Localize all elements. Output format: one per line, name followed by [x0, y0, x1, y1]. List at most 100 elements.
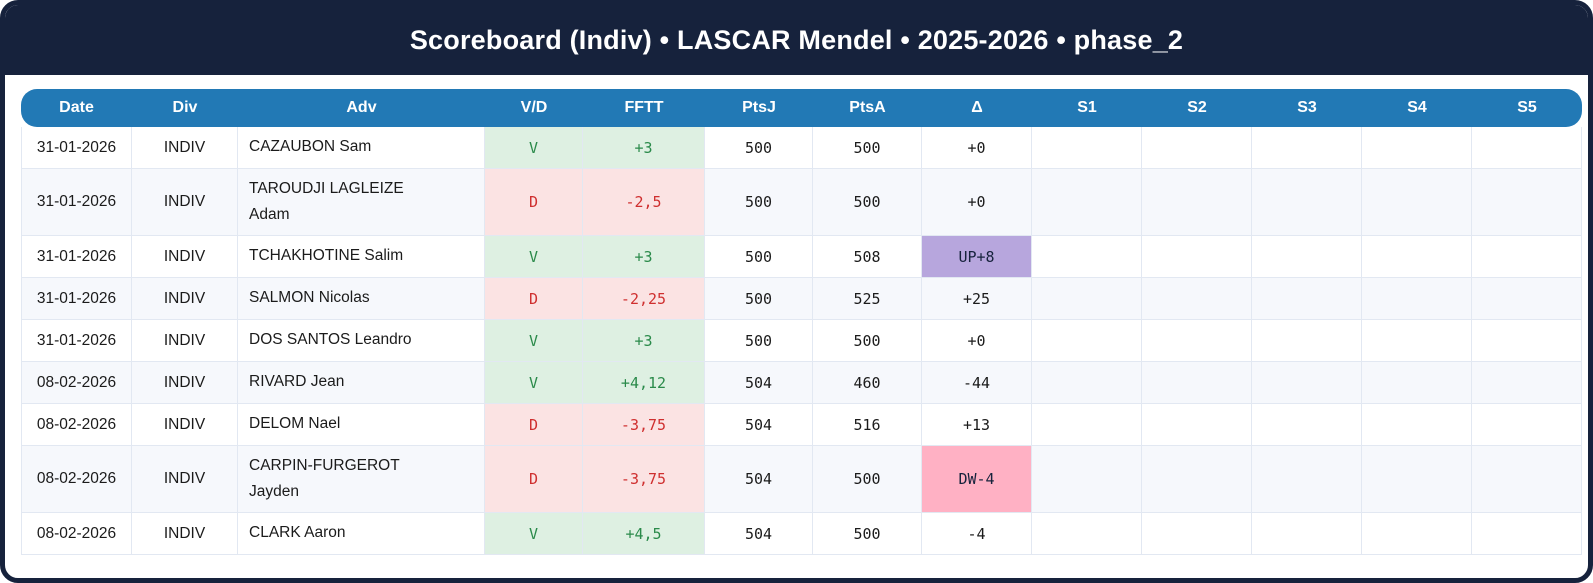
opponent-points-cell: 500: [813, 320, 922, 362]
player-points-cell: 504: [705, 446, 813, 513]
column-header-div: Div: [132, 89, 238, 127]
delta-cell: -44: [922, 362, 1032, 404]
column-header-s4: S4: [1362, 89, 1472, 127]
player-points-cell: 500: [705, 320, 813, 362]
set4-cell: [1362, 513, 1472, 555]
opponent-cell: CLARK Aaron: [238, 513, 485, 555]
fftt-points-cell: -3,75: [583, 404, 705, 446]
opponent-points-cell: 500: [813, 127, 922, 169]
scoreboard-table: Date Div Adv V/D FFTT PtsJ PtsA Δ S1 S2 …: [21, 89, 1582, 555]
player-points-cell: 504: [705, 513, 813, 555]
set2-cell: [1142, 320, 1252, 362]
result-cell: V: [485, 362, 583, 404]
set1-cell: [1032, 446, 1142, 513]
fftt-points-cell: +3: [583, 236, 705, 278]
delta-cell: +0: [922, 320, 1032, 362]
fftt-points-cell: -3,75: [583, 446, 705, 513]
opponent-cell: DELOM Nael: [238, 404, 485, 446]
set5-cell: [1472, 320, 1582, 362]
division-cell: INDIV: [132, 513, 238, 555]
set1-cell: [1032, 169, 1142, 236]
result-cell: V: [485, 127, 583, 169]
delta-cell: -4: [922, 513, 1032, 555]
opponent-cell: DOS SANTOS Leandro: [238, 320, 485, 362]
delta-cell: +0: [922, 169, 1032, 236]
set1-cell: [1032, 236, 1142, 278]
division-cell: INDIV: [132, 127, 238, 169]
set3-cell: [1252, 236, 1362, 278]
column-header-delta: Δ: [922, 89, 1032, 127]
opponent-cell: TCHAKHOTINE Salim: [238, 236, 485, 278]
table-row: 31-01-2026 INDIV DOS SANTOS Leandro V +3…: [21, 320, 1582, 362]
column-header-s3: S3: [1252, 89, 1362, 127]
set5-cell: [1472, 513, 1582, 555]
delta-cell: UP+8: [922, 236, 1032, 278]
set5-cell: [1472, 169, 1582, 236]
opponent-points-cell: 508: [813, 236, 922, 278]
set3-cell: [1252, 278, 1362, 320]
division-cell: INDIV: [132, 169, 238, 236]
scoreboard-table-container: Date Div Adv V/D FFTT PtsJ PtsA Δ S1 S2 …: [21, 89, 1582, 555]
fftt-points-cell: -2,5: [583, 169, 705, 236]
set4-cell: [1362, 404, 1472, 446]
table-row: 08-02-2026 INDIV CLARK Aaron V +4,5 504 …: [21, 513, 1582, 555]
division-cell: INDIV: [132, 362, 238, 404]
opponent-name: SALMON Nicolas: [249, 289, 370, 307]
delta-cell: DW-4: [922, 446, 1032, 513]
opponent-cell: RIVARD Jean: [238, 362, 485, 404]
set3-cell: [1252, 127, 1362, 169]
set1-cell: [1032, 362, 1142, 404]
set5-cell: [1472, 404, 1582, 446]
division-cell: INDIV: [132, 278, 238, 320]
result-cell: V: [485, 320, 583, 362]
column-header-s2: S2: [1142, 89, 1252, 127]
fftt-points-cell: +4,12: [583, 362, 705, 404]
fftt-points-cell: +3: [583, 320, 705, 362]
set4-cell: [1362, 236, 1472, 278]
set2-cell: [1142, 169, 1252, 236]
set2-cell: [1142, 278, 1252, 320]
set1-cell: [1032, 513, 1142, 555]
table-header-row: Date Div Adv V/D FFTT PtsJ PtsA Δ S1 S2 …: [21, 89, 1582, 127]
opponent-cell: SALMON Nicolas: [238, 278, 485, 320]
table-row: 08-02-2026 INDIV CARPIN-FURGEROT Jayden …: [21, 446, 1582, 513]
date-cell: 31-01-2026: [21, 278, 132, 320]
set1-cell: [1032, 320, 1142, 362]
fftt-points-cell: -2,25: [583, 278, 705, 320]
opponent-name: TCHAKHOTINE Salim: [249, 247, 404, 265]
set2-cell: [1142, 446, 1252, 513]
opponent-name: TAROUDJI LAGLEIZE Adam: [249, 180, 404, 223]
opponent-name: CAZAUBON Sam: [249, 138, 372, 156]
set1-cell: [1032, 278, 1142, 320]
date-cell: 08-02-2026: [21, 362, 132, 404]
table-row: 31-01-2026 INDIV TCHAKHOTINE Salim V +3 …: [21, 236, 1582, 278]
player-points-cell: 504: [705, 404, 813, 446]
opponent-name: DELOM Nael: [249, 415, 341, 433]
player-points-cell: 500: [705, 169, 813, 236]
table-row: 31-01-2026 INDIV CAZAUBON Sam V +3 500 5…: [21, 127, 1582, 169]
set3-cell: [1252, 320, 1362, 362]
date-cell: 31-01-2026: [21, 169, 132, 236]
set3-cell: [1252, 404, 1362, 446]
set4-cell: [1362, 446, 1472, 513]
result-cell: D: [485, 169, 583, 236]
delta-cell: +0: [922, 127, 1032, 169]
column-header-ptsj: PtsJ: [705, 89, 813, 127]
division-cell: INDIV: [132, 404, 238, 446]
opponent-points-cell: 500: [813, 446, 922, 513]
fftt-points-cell: +3: [583, 127, 705, 169]
column-header-fftt: FFTT: [583, 89, 705, 127]
result-cell: D: [485, 278, 583, 320]
column-header-date: Date: [21, 89, 132, 127]
set3-cell: [1252, 169, 1362, 236]
division-cell: INDIV: [132, 236, 238, 278]
table-row: 31-01-2026 INDIV SALMON Nicolas D -2,25 …: [21, 278, 1582, 320]
player-points-cell: 500: [705, 127, 813, 169]
set2-cell: [1142, 127, 1252, 169]
set5-cell: [1472, 236, 1582, 278]
set5-cell: [1472, 127, 1582, 169]
table-row: 08-02-2026 INDIV RIVARD Jean V +4,12 504…: [21, 362, 1582, 404]
opponent-points-cell: 516: [813, 404, 922, 446]
table-row: 31-01-2026 INDIV TAROUDJI LAGLEIZE Adam …: [21, 169, 1582, 236]
set3-cell: [1252, 362, 1362, 404]
